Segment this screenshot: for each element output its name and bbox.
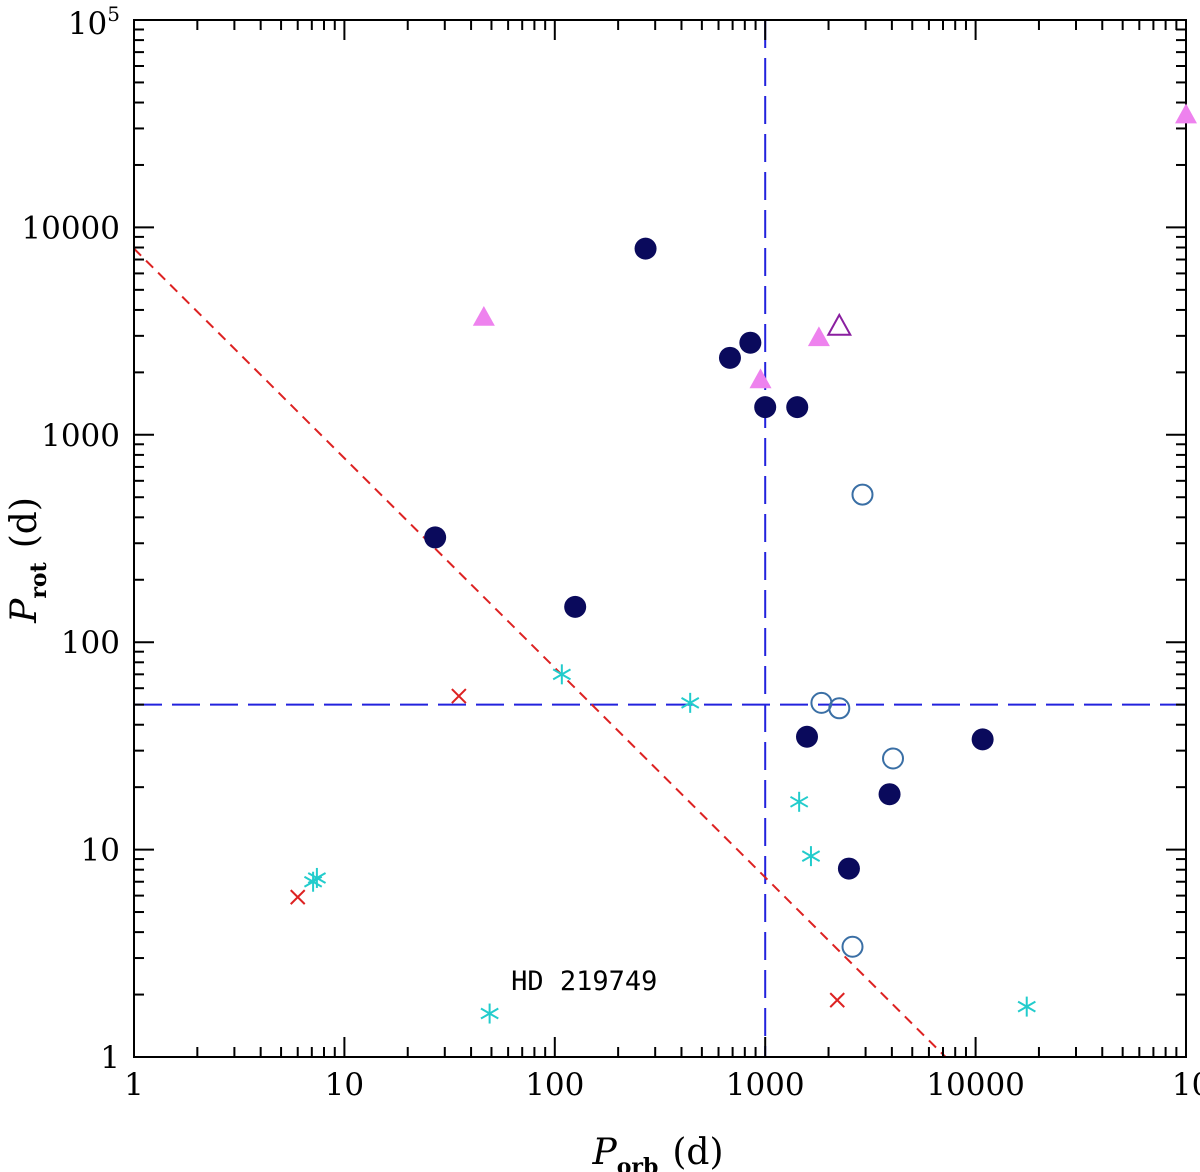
filled-triangle-point [472, 305, 495, 326]
y-axis-title-main: P [4, 598, 45, 624]
filled-triangle-point [807, 326, 830, 347]
asterisk-stroke [801, 850, 821, 863]
filled-circle-point [837, 857, 860, 880]
asterisk-point [801, 846, 821, 867]
open-circle-point [828, 697, 851, 720]
x-tick-label: 105 [1172, 1063, 1200, 1103]
asterisk-point [480, 1003, 499, 1024]
crosse-point [290, 889, 306, 905]
x-tick-label: 10 [325, 1067, 364, 1103]
crosse-point [451, 688, 467, 704]
open-circle-point [882, 747, 905, 770]
tick-labels: 1 10 100 1000 10000 105 1 10 100 1000 10000 105 [21, 2, 1200, 1103]
y-tick-label: 100 [61, 625, 120, 661]
y-tick-label: 10000 [21, 210, 120, 246]
open-circle-point [851, 483, 874, 506]
asterisk-stroke [789, 795, 809, 808]
filled-circle-point [718, 346, 741, 369]
y-tick-label: 1000 [41, 418, 120, 454]
filled-circle-point [795, 725, 818, 748]
asterisk-point [789, 791, 809, 812]
y-axis-title-unit: (d) [4, 497, 45, 548]
asterisk-point [307, 867, 327, 888]
diagonal-dashed-line [133, 247, 947, 1058]
asterisk-stroke [552, 668, 571, 681]
data-points [290, 103, 1197, 1024]
cross-stroke [290, 889, 306, 905]
filled-circle-point [971, 728, 994, 751]
reference-lines [133, 20, 1186, 1058]
crosse-point [829, 992, 845, 1008]
y-tick-label: 1 [100, 1040, 120, 1076]
filled-circle-point [424, 526, 447, 549]
filled-circle-point [564, 595, 587, 618]
x-axis-title-main: P [591, 1132, 617, 1172]
asterisk-stroke [307, 872, 327, 884]
filled-circle-point [739, 331, 762, 354]
filled-triangle-point [749, 368, 772, 389]
asterisk-point [1017, 996, 1036, 1017]
annotations: HD 219749 [511, 966, 657, 997]
x-tick-label: 1000 [726, 1067, 805, 1103]
asterisk-stroke [480, 1007, 499, 1020]
cross-stroke [451, 688, 467, 704]
filled-circle-point [786, 396, 809, 419]
y-tick-label: 105 [68, 2, 120, 42]
x-tick-label: 10000 [926, 1067, 1025, 1103]
asterisk-point [681, 692, 700, 713]
y-tick-label-sup: 5 [107, 2, 120, 26]
filled-circle-point [878, 783, 901, 806]
cross-stroke [829, 992, 845, 1008]
x-axis-title-unit: (d) [672, 1132, 723, 1172]
annotation-label: HD 219749 [511, 966, 657, 997]
x-tick-label: 1 [124, 1067, 144, 1103]
filled-circle-point [754, 396, 777, 419]
open-triangle-point [826, 312, 852, 336]
plot-frame [133, 19, 1187, 1058]
x-axis-title: Porb (d) [591, 1132, 723, 1172]
y-tick-label: 10 [81, 833, 120, 869]
x-tick-label: 100 [525, 1067, 584, 1103]
axis-ticks [133, 20, 1186, 1058]
y-axis-title-sub: rot [26, 561, 52, 598]
asterisk-stroke [681, 696, 700, 709]
y-axis-title: Prot (d) [4, 497, 52, 624]
asterisk-point [552, 664, 571, 685]
asterisk-stroke [1017, 1000, 1036, 1013]
x-axis-title-sub: orb [617, 1154, 659, 1172]
filled-triangle-point [1175, 103, 1197, 124]
open-circle-point [841, 935, 864, 958]
filled-circle-point [634, 237, 657, 260]
